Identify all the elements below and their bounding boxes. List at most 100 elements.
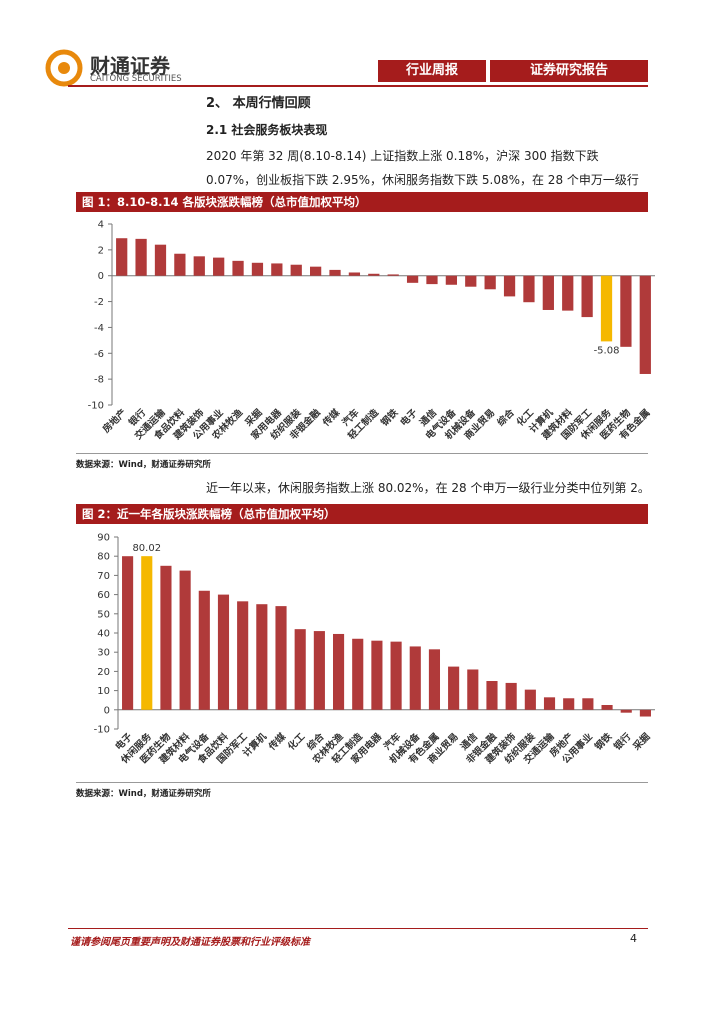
figure-title: 图 2：近一年各版块涨跌幅榜（总市值加权平均） [76,504,648,524]
bar [620,709,632,713]
bar [445,275,457,285]
bar [486,681,498,710]
bar [271,263,283,276]
x-tick-label: 银行 [611,730,633,752]
bar [524,689,536,710]
bar [198,590,210,710]
y-tick-label: -10 [88,401,104,412]
data-label: -5.08 [594,345,620,356]
y-tick-label: 2 [98,245,104,256]
bar [582,698,594,710]
bar [467,669,479,710]
bar [290,264,302,276]
bar [122,556,134,710]
bar [160,565,172,710]
y-tick-label: 20 [97,667,110,678]
bar [174,253,186,276]
bar [390,641,402,710]
bar [448,666,460,710]
y-tick-label: 80 [97,552,110,563]
bar [620,275,632,347]
bar [426,275,438,285]
bar [639,275,651,374]
bar [141,556,153,710]
bar [217,594,230,710]
section-title: 2、 本周行情回顾 [206,96,311,111]
bar [523,275,535,303]
footer-disclaimer: 谨请参阅尾页重要声明及财通证券股票和行业评级标准 [70,937,310,948]
y-tick-label: -2 [94,297,104,308]
bar [503,275,516,297]
x-tick-label: 化工 [285,730,307,752]
y-tick-label: 10 [97,686,110,697]
header-rule [68,85,648,87]
bar [409,646,421,710]
paragraph: 近一年以来，休闲服务指数上涨 80.02%，在 28 个申万一级行业分类中位列第… [206,481,650,495]
bar [352,638,364,710]
bar [154,244,167,276]
bar [543,697,556,710]
bar [581,275,593,318]
figure-title: 图 1：8.10-8.14 各版块涨跌幅榜（总市值加权平均） [76,192,648,212]
x-tick-label: 传媒 [266,730,289,753]
bar [639,709,651,717]
bar [406,275,419,283]
bar [313,631,325,710]
y-tick-label: -4 [94,323,104,334]
x-tick-label: 采掘 [630,730,653,753]
page-number: 4 [630,932,637,945]
data-label: 80.02 [132,543,161,554]
y-tick-label: 60 [97,590,110,601]
figure-source: 数据来源：Wind，财通证券研究所 [76,782,648,799]
bar [135,238,147,276]
bar [275,606,287,710]
y-tick-label: -6 [94,349,104,360]
bar [484,275,496,290]
bar [256,604,268,710]
header-tab: 行业周报 [378,60,486,82]
bar [387,274,399,276]
bar [237,601,249,710]
logo-icon [45,49,83,87]
bar [179,570,191,710]
bar [193,256,205,276]
y-tick-label: -8 [94,375,104,386]
subsection-title: 2.1 社会服务板块表现 [206,123,328,137]
bar [505,682,517,710]
y-tick-label: 0 [98,271,104,282]
bar [213,257,225,276]
bar [294,629,306,710]
bar [371,640,383,710]
y-tick-label: 40 [97,629,110,640]
bar [116,238,128,276]
y-tick-label: 90 [97,533,110,544]
bar [348,272,361,276]
x-tick-label: 钢铁 [592,730,614,752]
bar [332,633,345,710]
y-tick-label: 4 [98,220,104,231]
bar [562,275,574,311]
bar [601,705,613,710]
bar [465,275,477,287]
y-tick-label: -10 [94,725,110,736]
footer-rule [68,928,648,929]
bar [310,266,322,276]
logo-subtext: CAITONG SECURITIES [90,74,182,84]
header-tab: 证券研究报告 [490,60,648,82]
logo-text: 财通证券 [90,54,170,78]
bar [329,269,341,276]
y-tick-label: 50 [97,609,110,620]
bar [232,260,244,276]
bar [563,698,575,710]
bar [368,273,380,276]
figure-source: 数据来源：Wind，财通证券研究所 [76,453,648,470]
y-tick-label: 30 [97,648,110,659]
bar [428,649,441,710]
bar [542,275,554,310]
y-tick-label: 0 [104,705,110,716]
bar [251,262,264,276]
y-tick-label: 70 [97,571,110,582]
